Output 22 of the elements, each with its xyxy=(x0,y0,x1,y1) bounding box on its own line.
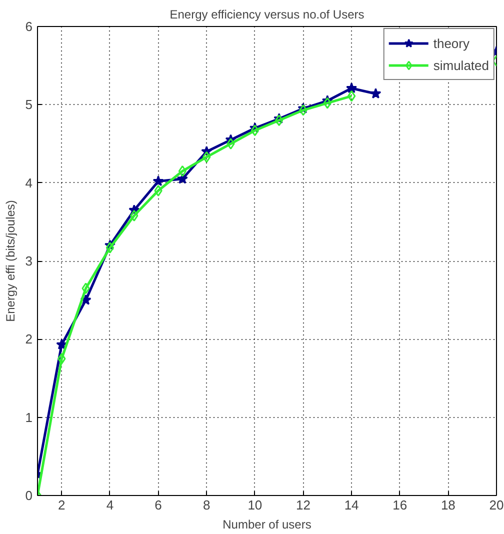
y-tick-label: 4 xyxy=(25,175,33,190)
legend-label: theory xyxy=(433,36,470,50)
x-tick-label: 12 xyxy=(296,498,310,512)
y-tick-label: 3 xyxy=(25,254,33,268)
x-tick-label: 18 xyxy=(440,498,456,512)
x-tick-label: 16 xyxy=(392,498,408,512)
x-tick-label: 20 xyxy=(489,498,504,512)
x-tick-label: 14 xyxy=(344,498,359,512)
y-tick-label: 1 xyxy=(25,410,33,425)
legend-label: simulated xyxy=(433,58,489,72)
x-axis-title: Number of users xyxy=(222,518,312,532)
x-tick-label: 2 xyxy=(58,498,66,512)
x-tick-label: 6 xyxy=(154,498,162,512)
y-tick-label: 2 xyxy=(25,332,33,347)
y-tick-label: 5 xyxy=(25,97,33,112)
y-tick-label: 6 xyxy=(25,19,33,34)
chart-title: Energy efficiency versus no.of Users xyxy=(170,8,364,22)
x-tick-label: 10 xyxy=(248,498,262,512)
x-tick-label: 4 xyxy=(106,498,114,512)
x-tick-label: 8 xyxy=(202,498,210,512)
y-axis-title: Energy effi (bits/joules) xyxy=(3,200,18,322)
y-tick-label: 0 xyxy=(25,488,33,503)
